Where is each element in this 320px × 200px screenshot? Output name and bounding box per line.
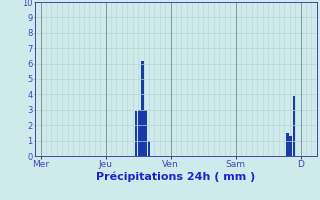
Bar xyxy=(138,110,140,156)
Bar xyxy=(135,111,137,156)
Bar xyxy=(286,133,289,156)
Bar xyxy=(148,141,150,156)
Bar xyxy=(144,110,147,156)
Bar xyxy=(293,96,295,156)
X-axis label: Précipitations 24h ( mm ): Précipitations 24h ( mm ) xyxy=(96,172,256,182)
Bar xyxy=(141,61,144,156)
Bar xyxy=(290,136,292,156)
